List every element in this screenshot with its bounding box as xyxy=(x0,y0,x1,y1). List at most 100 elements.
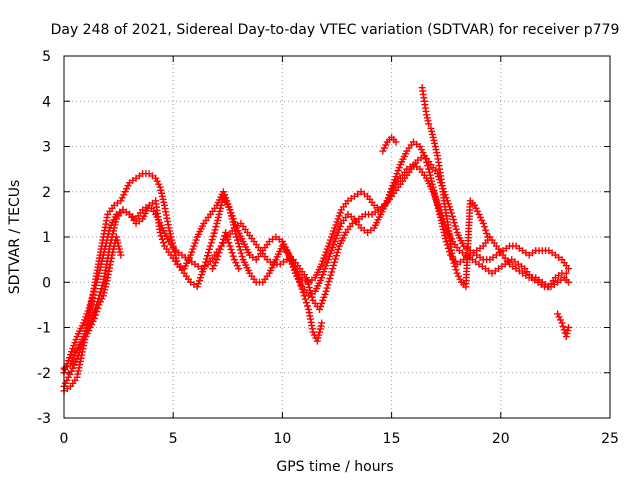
data-point xyxy=(211,226,219,234)
data-point xyxy=(450,259,458,267)
data-point xyxy=(86,301,94,309)
data-point xyxy=(452,266,460,274)
data-point xyxy=(450,219,458,227)
data-point xyxy=(226,242,234,250)
data-point xyxy=(302,299,310,307)
data-point xyxy=(233,233,241,241)
data-point xyxy=(91,285,99,293)
data-point xyxy=(289,262,297,270)
data-point xyxy=(91,314,99,322)
data-point xyxy=(204,249,212,257)
data-point xyxy=(318,319,326,327)
data-point xyxy=(236,246,244,254)
data-point xyxy=(392,138,400,146)
data-point xyxy=(234,239,242,247)
data-point xyxy=(97,285,105,293)
x-tick-label: 10 xyxy=(273,431,291,447)
x-tick-label: 15 xyxy=(383,431,401,447)
x-tick-label: 20 xyxy=(492,431,510,447)
chart-title: Day 248 of 2021, Sidereal Day-to-day VTE… xyxy=(51,22,620,38)
data-point xyxy=(73,355,81,363)
data-point xyxy=(303,277,311,285)
data-point xyxy=(334,245,342,253)
data-point xyxy=(88,294,96,302)
data-point xyxy=(207,239,215,247)
y-tick-label: 0 xyxy=(42,275,51,291)
data-point xyxy=(332,252,340,260)
data-point xyxy=(328,268,336,276)
data-point xyxy=(216,245,224,253)
data-point xyxy=(325,278,333,286)
data-marks xyxy=(60,84,573,395)
data-point xyxy=(217,242,225,250)
data-point xyxy=(324,281,332,289)
data-point xyxy=(308,293,316,301)
data-point xyxy=(304,302,312,310)
data-point xyxy=(75,348,83,356)
data-point xyxy=(235,265,243,273)
data-point xyxy=(90,288,98,296)
data-point xyxy=(306,287,314,295)
data-point xyxy=(329,265,337,273)
x-tick-label: 0 xyxy=(60,431,69,447)
data-point xyxy=(304,280,312,288)
data-point xyxy=(451,262,459,270)
y-axis-label: SDTVAR / TECUs xyxy=(7,180,23,295)
data-point xyxy=(562,269,570,277)
data-point xyxy=(238,252,246,260)
data-point xyxy=(212,223,220,231)
data-point xyxy=(93,308,101,316)
data-point xyxy=(74,352,82,360)
data-point xyxy=(300,292,308,300)
tick-labels: 0 5 10 15 20 25 -3 -2 -1 0 1 2 3 4 5 xyxy=(37,49,619,447)
data-point xyxy=(424,162,432,170)
data-point xyxy=(215,249,223,257)
x-tick-label: 25 xyxy=(601,431,619,447)
data-point xyxy=(228,249,236,257)
data-point xyxy=(302,274,310,282)
data-point xyxy=(225,239,233,247)
data-point xyxy=(326,274,334,282)
data-point xyxy=(237,249,245,257)
data-point xyxy=(290,266,298,274)
y-tick-label: 3 xyxy=(42,140,51,156)
series-track-1 xyxy=(60,138,570,395)
y-tick-label: 2 xyxy=(42,185,51,201)
data-point xyxy=(305,283,313,291)
data-point xyxy=(214,252,222,260)
series-track-4 xyxy=(60,84,573,390)
y-tick-label: 4 xyxy=(42,94,51,110)
data-point xyxy=(229,252,237,260)
data-point xyxy=(159,239,167,247)
data-point xyxy=(235,243,243,251)
data-point xyxy=(204,252,212,260)
data-point xyxy=(480,223,488,231)
data-point xyxy=(224,235,232,243)
data-point xyxy=(117,251,125,259)
data-point xyxy=(296,278,304,286)
data-point xyxy=(210,229,218,237)
data-point xyxy=(92,281,100,289)
data-point xyxy=(209,232,217,240)
data-point xyxy=(287,256,295,264)
data-point xyxy=(565,278,573,286)
data-point xyxy=(206,242,214,250)
data-point xyxy=(307,290,315,298)
data-point xyxy=(331,255,339,263)
data-point xyxy=(560,326,568,334)
data-point xyxy=(448,212,456,220)
data-point xyxy=(484,233,492,241)
data-point xyxy=(565,265,573,273)
x-axis-label: GPS time / hours xyxy=(276,459,393,475)
data-point xyxy=(449,216,457,224)
data-point xyxy=(425,120,433,128)
data-point xyxy=(233,236,241,244)
y-tick-label: -3 xyxy=(37,411,51,427)
data-point xyxy=(94,304,102,312)
plot-frame xyxy=(63,55,611,419)
data-point xyxy=(203,255,211,263)
data-point xyxy=(452,225,460,233)
data-point xyxy=(298,285,306,293)
data-point xyxy=(288,259,296,267)
